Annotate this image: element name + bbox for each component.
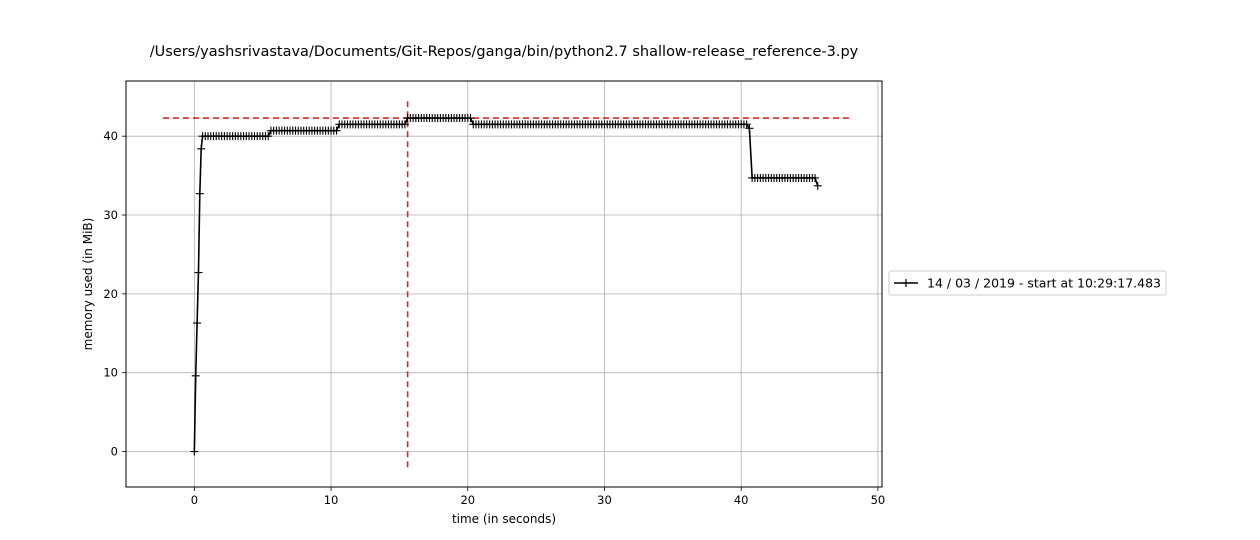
x-tick-label: 0 <box>191 493 198 507</box>
y-axis-label: memory used (in MiB) <box>81 218 95 351</box>
y-tick-label: 40 <box>103 129 118 143</box>
legend-series-label: 14 / 03 / 2019 - start at 10:29:17.483 <box>927 276 1161 291</box>
x-tick-label: 30 <box>597 493 612 507</box>
x-axis-ticks: 0 10 20 30 40 50 <box>191 487 886 507</box>
y-tick-label: 20 <box>103 287 118 301</box>
x-tick-label: 50 <box>871 493 886 507</box>
x-tick-label: 10 <box>324 493 339 507</box>
x-tick-label: 40 <box>734 493 749 507</box>
plot-area-frame <box>125 80 883 488</box>
data-point-marker <box>745 124 754 133</box>
data-point-marker <box>811 173 820 182</box>
y-tick-label: 0 <box>111 445 118 459</box>
y-axis-ticks: 0 10 20 30 40 <box>103 129 126 459</box>
annotation-lines <box>162 100 851 468</box>
data-point-marker <box>190 447 199 456</box>
legend: 14 / 03 / 2019 - start at 10:29:17.483 <box>888 270 1167 296</box>
grid-lines <box>126 81 882 487</box>
x-tick-label: 20 <box>460 493 475 507</box>
data-point-marker <box>400 120 409 129</box>
series-layer <box>190 114 822 456</box>
data-point-marker <box>332 126 341 135</box>
data-point-marker <box>193 319 202 328</box>
series-line <box>193 117 819 452</box>
data-point-marker <box>195 189 204 198</box>
data-point-marker <box>813 181 822 190</box>
y-tick-label: 10 <box>103 366 118 380</box>
legend-box <box>888 270 1167 296</box>
y-tick-label: 30 <box>103 208 118 222</box>
data-point-marker <box>191 371 200 380</box>
chart-title: /Users/yashsrivastava/Documents/Git-Repo… <box>150 44 859 60</box>
data-point-marker <box>197 144 206 153</box>
legend-marker-swatch <box>902 279 910 287</box>
data-point-marker <box>466 114 475 123</box>
data-point-marker <box>194 268 203 277</box>
data-point-marker <box>264 132 273 141</box>
x-axis-label: time (in seconds) <box>452 512 556 526</box>
